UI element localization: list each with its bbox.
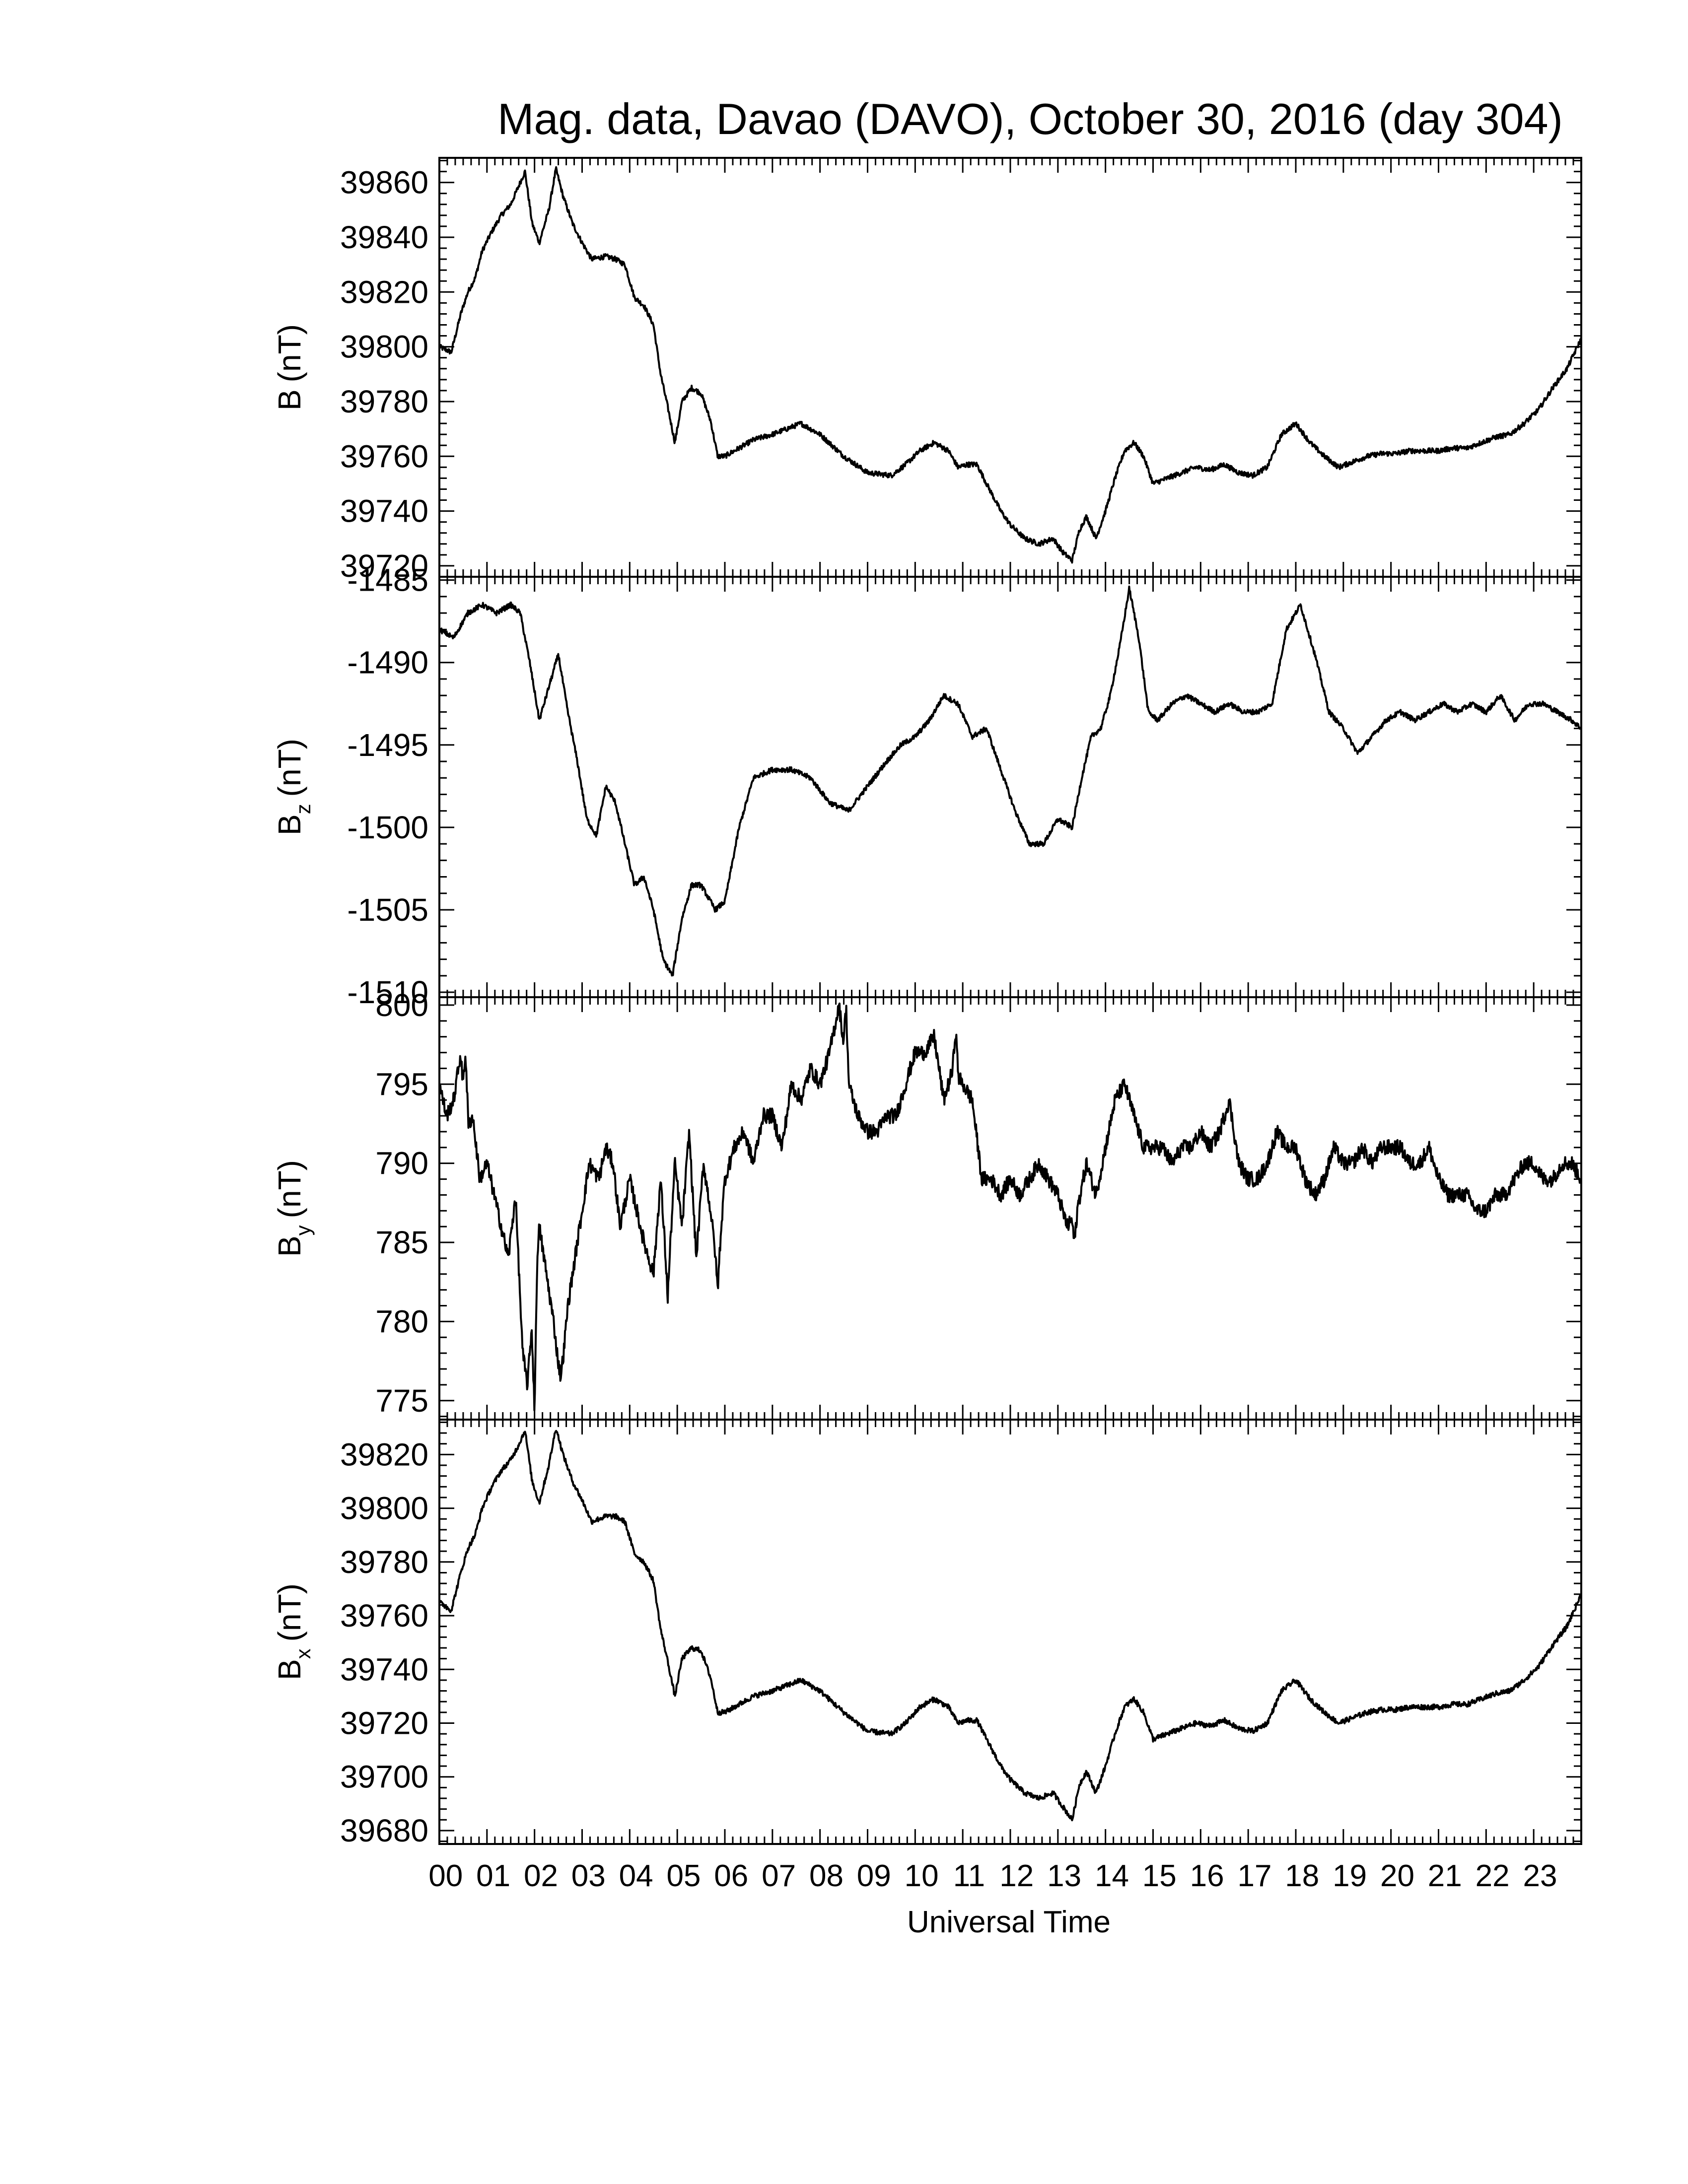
y-tick-label: 780 — [375, 1303, 428, 1339]
x-tick-label: 18 — [1285, 1859, 1319, 1893]
series-line — [438, 1002, 1582, 1412]
x-tick-label: 03 — [571, 1859, 606, 1893]
x-tick-label: 22 — [1476, 1859, 1510, 1893]
y-tick-label: 39740 — [340, 1651, 428, 1687]
x-tick-label: 15 — [1142, 1859, 1177, 1893]
x-tick-label: 21 — [1428, 1859, 1462, 1893]
chart-title: Mag. data, Davao (DAVO), October 30, 201… — [497, 94, 1563, 143]
y-tick-label: 39840 — [340, 219, 428, 255]
x-tick-labels: 00 01 02 03 04 05 06 07 08 09 10 11 12 13 14 15 16 17 18 19… — [428, 1859, 1557, 1893]
x-tick-label: 09 — [857, 1859, 891, 1893]
y-axis-label: By(nT) — [272, 1160, 315, 1257]
x-axis-label: Universal Time — [907, 1905, 1111, 1939]
y-tick-label: -1500 — [347, 810, 428, 845]
x-tick-label: 20 — [1380, 1859, 1414, 1893]
y-axis-label: Bz(nT) — [272, 739, 315, 835]
y-tick-label: 39760 — [340, 438, 428, 474]
y-tick-label: 39760 — [340, 1598, 428, 1634]
series-line — [438, 166, 1582, 564]
series-line — [438, 585, 1582, 977]
x-tick-label: 06 — [714, 1859, 748, 1893]
x-tick-label: 00 — [428, 1859, 463, 1893]
x-tick-label: 04 — [619, 1859, 653, 1893]
y-tick-label: 39820 — [340, 1436, 428, 1472]
y-tick-label: -1505 — [347, 892, 428, 928]
y-tick-label: 795 — [375, 1066, 428, 1102]
y-tick-label: 39860 — [340, 165, 428, 201]
x-tick-label: 16 — [1190, 1859, 1224, 1893]
y-tick-label: 39680 — [340, 1813, 428, 1848]
x-tick-label: 10 — [905, 1859, 939, 1893]
y-tick-label: -1490 — [347, 645, 428, 681]
y-axis-label: Bx(nT) — [272, 1583, 315, 1680]
panel-1: 39720 39740 39760 39780 39800 39820 39840 39860… — [272, 157, 1582, 584]
y-tick-label: 39800 — [340, 1491, 428, 1526]
panel-2: -1510 -1505 -1500 -1495 -1490 -1485 Bz(nT) — [272, 562, 1582, 1010]
panel-4: 39680 39700 39720 39740 39760 39780 39800 39820… — [272, 1419, 1582, 1848]
y-tick-label: 39700 — [340, 1759, 428, 1795]
y-tick-label: 790 — [375, 1146, 428, 1181]
y-tick-label: 800 — [375, 987, 428, 1023]
x-tick-label: 17 — [1237, 1859, 1271, 1893]
y-tick-label: 775 — [375, 1383, 428, 1419]
y-axis-label: B(nT) — [272, 324, 307, 410]
series-line — [438, 1430, 1582, 1822]
x-tick-label: 07 — [762, 1859, 796, 1893]
y-tick-label: 39780 — [340, 1544, 428, 1580]
y-tick-label: -1510 — [347, 974, 428, 1010]
x-tick-label: 05 — [666, 1859, 701, 1893]
x-tick-label: 02 — [524, 1859, 558, 1893]
y-tick-label: 39780 — [340, 384, 428, 419]
x-tick-label: 19 — [1333, 1859, 1367, 1893]
y-tick-label: 785 — [375, 1225, 428, 1260]
panel-3: 775 780 785 790 795 800 By(nT) — [272, 987, 1582, 1421]
y-tick-label: 39720 — [340, 1705, 428, 1741]
x-tick-label: 13 — [1047, 1859, 1081, 1893]
y-tick-label: 39740 — [340, 493, 428, 529]
y-tick-label: -1485 — [347, 562, 428, 598]
x-tick-label: 01 — [476, 1859, 510, 1893]
panels-group: 39720 39740 39760 39780 39800 39820 39840 39860… — [272, 157, 1582, 1848]
x-tick-label: 23 — [1523, 1859, 1557, 1893]
y-tick-label: -1495 — [347, 727, 428, 763]
y-tick-label: 39820 — [340, 274, 428, 310]
x-tick-label: 14 — [1095, 1859, 1129, 1893]
y-tick-label: 39720 — [340, 548, 428, 584]
x-tick-label: 08 — [809, 1859, 844, 1893]
x-tick-label: 11 — [953, 1859, 985, 1893]
x-tick-label: 12 — [999, 1859, 1034, 1893]
y-tick-label: 39800 — [340, 329, 428, 365]
